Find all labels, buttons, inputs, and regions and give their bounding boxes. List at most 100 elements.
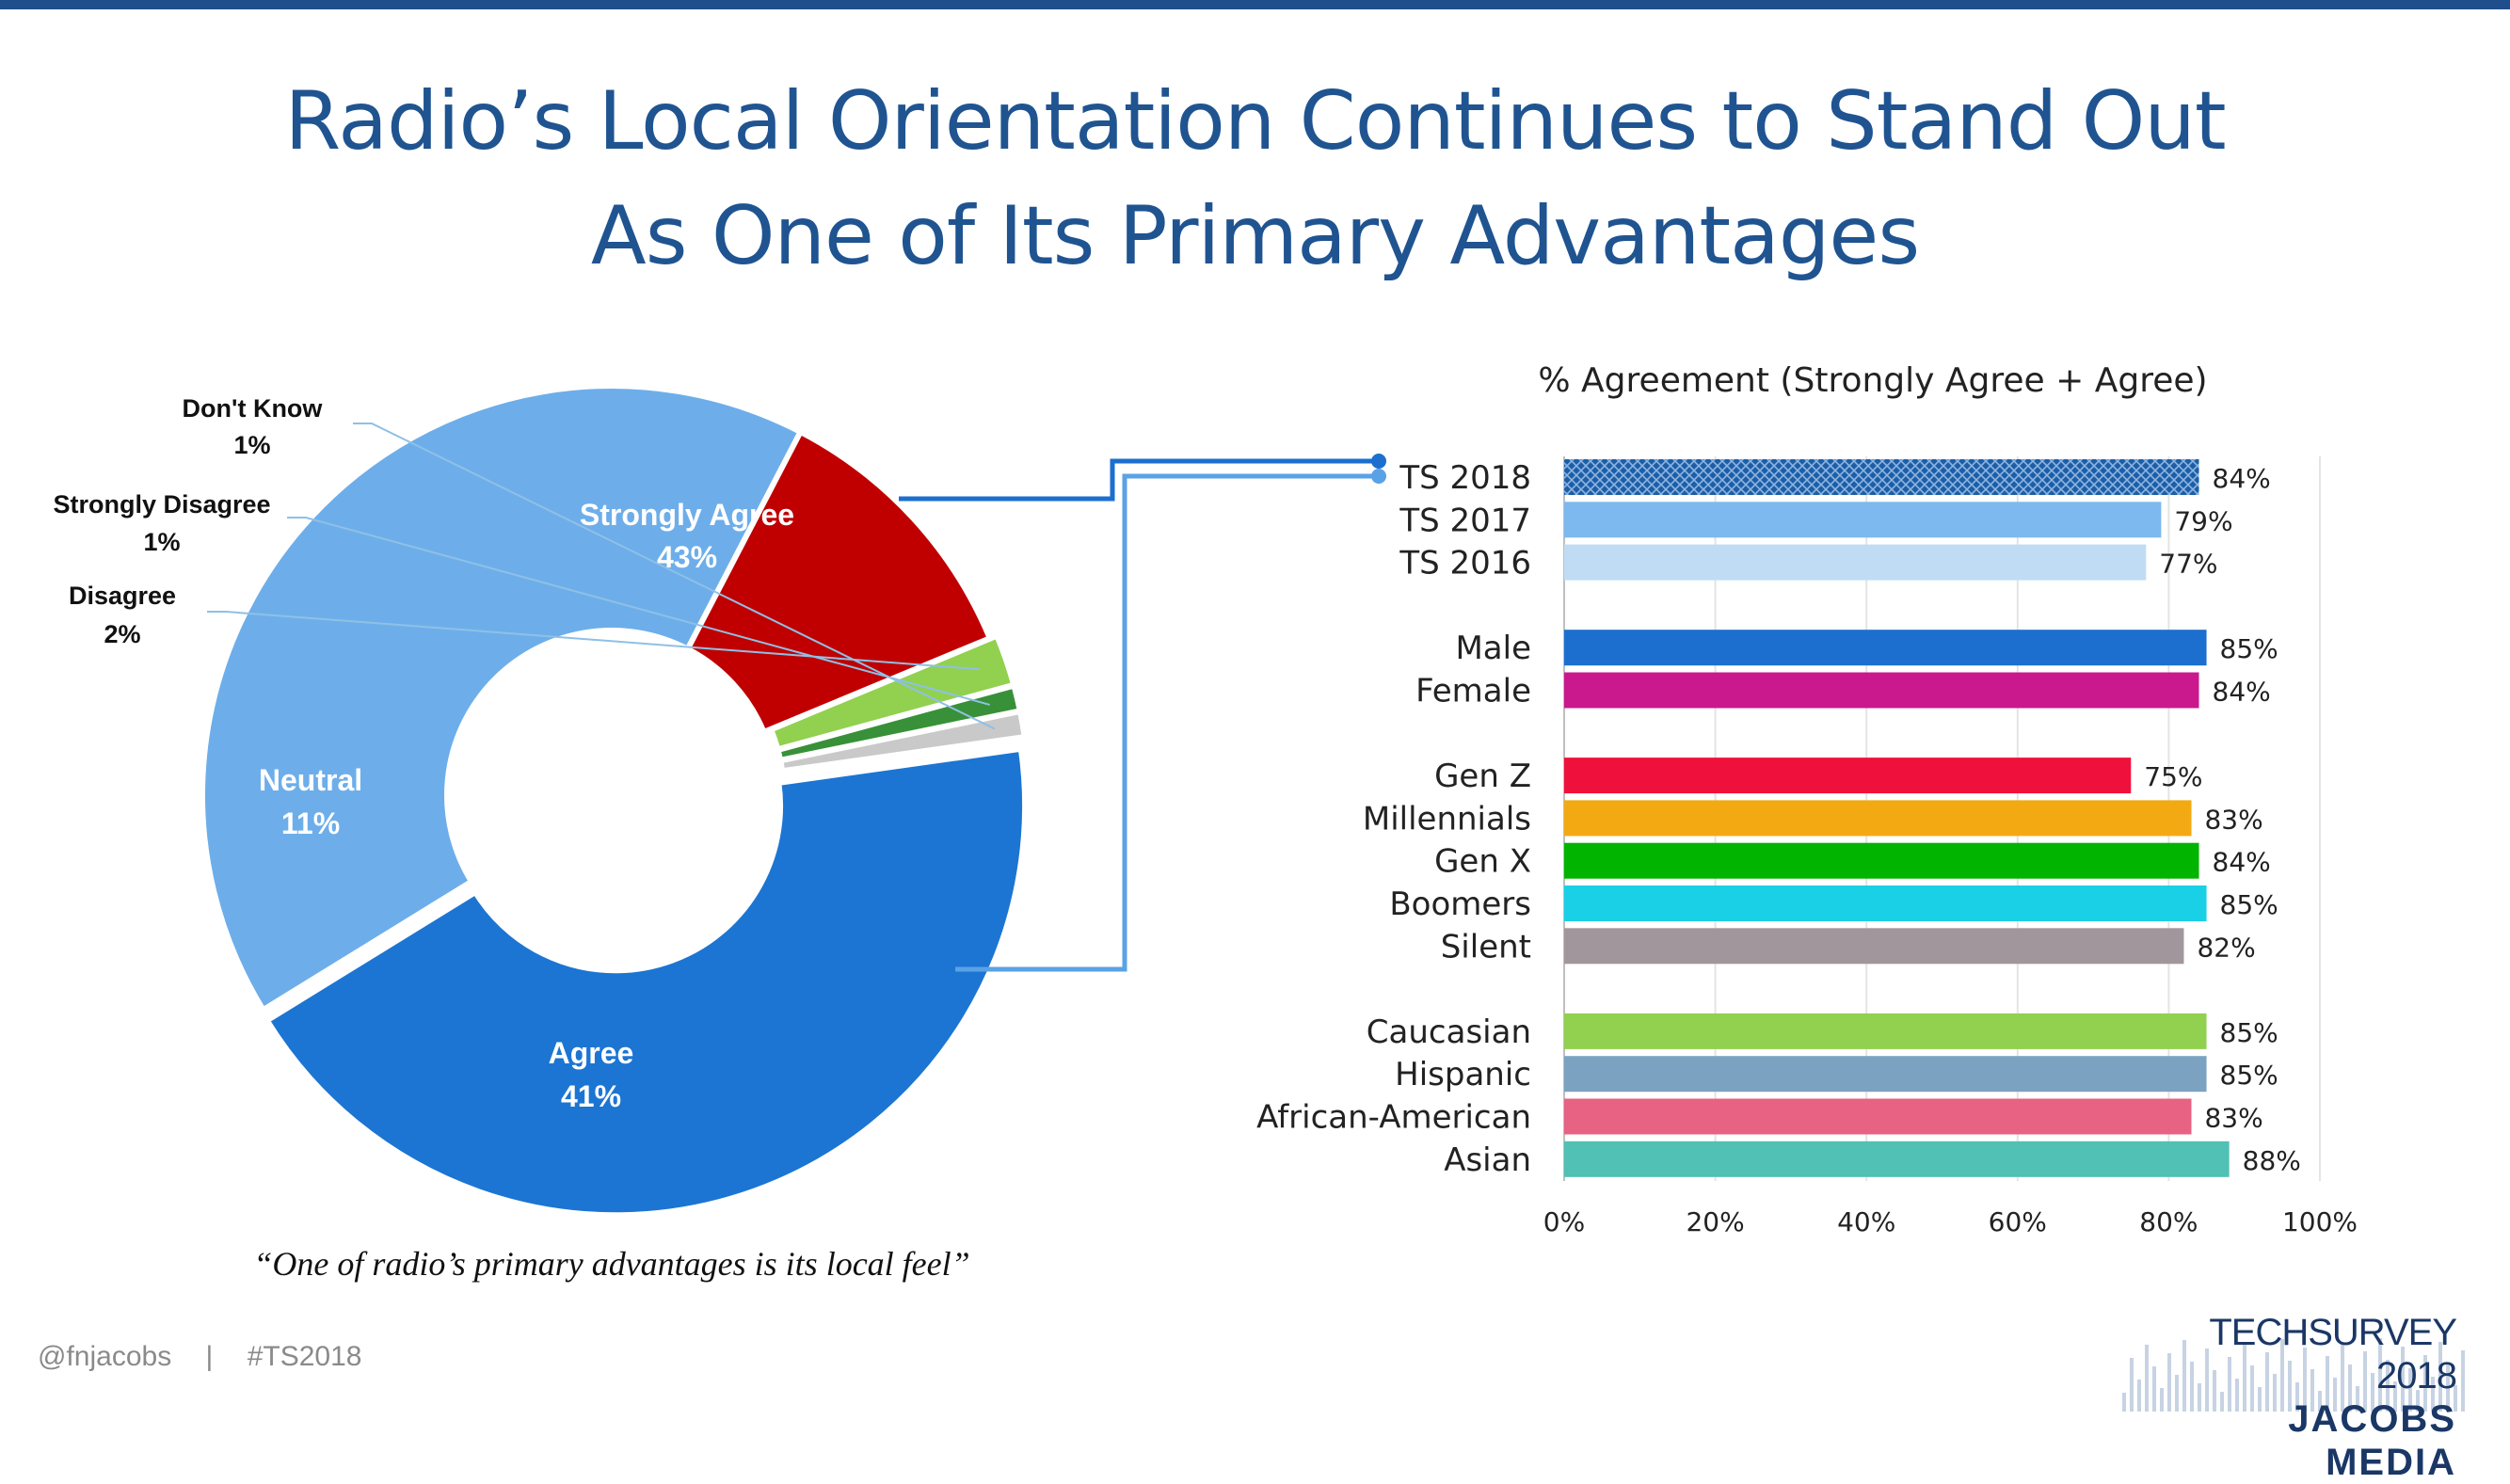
logo-eq-bar [2461, 1350, 2465, 1412]
logo-eq-bar [2130, 1358, 2134, 1412]
logo-eq-bar [2122, 1393, 2126, 1412]
title-line-2: As One of Its Primary Advantages [590, 189, 1920, 283]
donut-label-disagree: Disagree [69, 582, 176, 610]
donut-slice-strongly-agree [263, 745, 1029, 1219]
logo-eq-bar [2341, 1343, 2344, 1412]
donut-value-neutral: 11% [281, 806, 340, 840]
bar-caucasian [1564, 1013, 2207, 1049]
logo-eq-bar [2303, 1348, 2307, 1412]
bar-african-american [1564, 1098, 2192, 1135]
footer-handle: @fnjacobs [38, 1341, 172, 1372]
bar-gen-x [1564, 842, 2199, 879]
x-tick-40: 40% [1837, 1206, 1895, 1237]
category-label-gen-x: Gen X [1434, 843, 1531, 881]
logo-eq-bar [2326, 1356, 2329, 1412]
donut-label-don-t-know: Don't Know [183, 394, 324, 423]
value-label-ts-2018: 84% [2213, 463, 2271, 494]
donut-value-strongly-disagree: 1% [143, 528, 180, 556]
value-label-boomers: 85% [2220, 889, 2278, 920]
category-label-caucasian: Caucasian [1367, 1013, 1531, 1051]
logo-eq-bar [2356, 1386, 2359, 1412]
bar-ts-2016 [1564, 544, 2147, 581]
footer-hashtag: #TS2018 [247, 1341, 362, 1372]
donut-label-agree: Agree [549, 1036, 634, 1070]
x-tick-0: 0% [1543, 1206, 1585, 1237]
value-label-silent: 82% [2197, 932, 2255, 963]
donut-value-don-t-know: 1% [233, 431, 270, 459]
category-label-ts-2017: TS 2017 [1399, 502, 1531, 539]
footer-separator: | [205, 1341, 214, 1372]
donut-label-strongly-agree: Strongly Agree [580, 498, 794, 532]
leader-line-disagree [207, 611, 980, 671]
donut-value-disagree: 2% [104, 620, 140, 648]
x-tick-100: 100% [2282, 1206, 2358, 1237]
connector-agree [955, 473, 1379, 972]
bar-ts-2017 [1564, 502, 2162, 538]
logo-eq-bar [2250, 1365, 2254, 1412]
value-label-hispanic: 85% [2220, 1060, 2278, 1091]
category-label-asian: Asian [1444, 1141, 1531, 1179]
logo-eq-bar [2243, 1344, 2246, 1412]
logo-eq-bar [2310, 1369, 2314, 1412]
logo-eq-bar [2363, 1351, 2367, 1412]
logo-eq-bar [2423, 1355, 2427, 1412]
donut-label-strongly-disagree: Strongly Disagree [53, 490, 270, 519]
logo-eq-bar [2190, 1362, 2194, 1412]
value-label-ts-2016: 77% [2159, 549, 2217, 580]
logo-eq-bar [2137, 1380, 2141, 1412]
category-label-african-american: African-American [1256, 1099, 1531, 1137]
logo-eq-bar [2213, 1370, 2216, 1412]
value-label-male: 85% [2220, 633, 2278, 664]
top-accent-rule [0, 0, 2510, 9]
category-label-male: Male [1455, 630, 1531, 667]
bar-millennials [1564, 800, 2192, 837]
logo-line-1: TECHSURVEY 2018 [2209, 1312, 2457, 1396]
bar-female [1564, 672, 2199, 709]
value-label-asian: 88% [2243, 1145, 2301, 1176]
connector-dot-ts2018 [1371, 454, 1386, 469]
logo-line-2: JACOBS MEDIA [2288, 1398, 2456, 1483]
logo-eq-bar [2273, 1374, 2277, 1412]
value-label-african-american: 83% [2204, 1103, 2262, 1134]
category-label-boomers: Boomers [1389, 886, 1531, 923]
bar-male [1564, 630, 2207, 666]
value-label-millennials: 83% [2204, 804, 2262, 835]
logo-eq-bar [2175, 1375, 2179, 1412]
connector-strongly-agree [899, 458, 1379, 502]
logo-eq-bar [2438, 1342, 2442, 1412]
category-label-millennials: Millennials [1363, 800, 1531, 838]
bar-ts-2018 [1564, 459, 2199, 495]
logo-eq-bar [2333, 1378, 2337, 1412]
donut-slice-agree [200, 383, 805, 1014]
footer: @fnjacobs | #TS2018 [38, 1341, 388, 1373]
connector-dot-agree [1371, 469, 1386, 484]
x-tick-80: 80% [2139, 1206, 2198, 1237]
leader-line-strongly-disagree [287, 517, 990, 706]
logo-eq-bar [2386, 1360, 2390, 1412]
category-label-hispanic: Hispanic [1395, 1056, 1531, 1093]
bar-gen-z [1564, 758, 2132, 794]
logo-eq-bar [2408, 1368, 2412, 1412]
logo-eq-bar [2228, 1357, 2231, 1412]
x-tick-20: 20% [1686, 1206, 1744, 1237]
logo-eq-bar [2258, 1387, 2262, 1412]
logo-eq-bar [2145, 1345, 2149, 1412]
logo-eq-bar [2280, 1339, 2284, 1412]
logo-eq-bar [2295, 1382, 2299, 1412]
bar-chart-title: % Agreement (Strongly Agree + Agree) [1538, 361, 2207, 400]
bar-silent [1564, 928, 2184, 965]
bar-hispanic [1564, 1056, 2207, 1093]
logo-eq-bar [2416, 1390, 2420, 1412]
logo-eq-bar [2198, 1383, 2201, 1412]
chart-quote: “One of radio’s primary advantages is it… [253, 1245, 970, 1283]
logo-equalizer-bars [2122, 1338, 2465, 1412]
logo-eq-bar [2348, 1364, 2352, 1412]
value-label-gen-z: 75% [2144, 761, 2202, 792]
donut-value-agree: 41% [561, 1079, 621, 1113]
category-label-ts-2016: TS 2016 [1399, 545, 1531, 582]
logo-eq-bar [2318, 1391, 2322, 1412]
bar-asian [1564, 1141, 2230, 1177]
logo-eq-bar [2401, 1347, 2405, 1412]
logo-eq-bar [2220, 1392, 2224, 1412]
connector-lines [899, 454, 1386, 972]
